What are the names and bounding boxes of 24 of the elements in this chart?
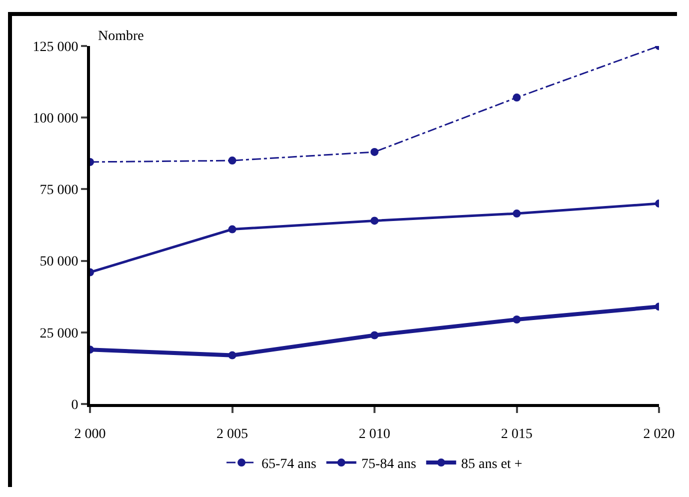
legend-label: 85 ans et + <box>461 457 522 472</box>
point <box>370 148 378 156</box>
y-tick-label: 25 000 <box>40 326 78 342</box>
point <box>512 316 521 324</box>
legend-label: 75-84 ans <box>361 457 416 472</box>
x-tick-label: 2 015 <box>501 426 532 442</box>
point <box>512 94 521 102</box>
legend-label: 65-74 ans <box>262 457 316 472</box>
y-tick-label: 0 <box>71 398 78 413</box>
x-tick-label: 2 000 <box>74 426 106 442</box>
point <box>512 210 521 218</box>
point <box>370 216 378 225</box>
y-tick-label: 50 000 <box>40 254 78 270</box>
y-axis-title: Nombre <box>98 29 144 44</box>
point <box>370 331 378 340</box>
point <box>228 351 236 360</box>
point <box>228 225 236 234</box>
y-tick-label: 100 000 <box>32 112 78 126</box>
x-tick-label: 2 010 <box>358 426 390 442</box>
point <box>228 156 236 165</box>
x-tick-label: 2 020 <box>643 426 675 442</box>
x-tick-label: 2 005 <box>216 426 248 442</box>
y-tick-label: 125 000 <box>32 40 78 55</box>
y-tick-label: 75 000 <box>40 183 78 198</box>
